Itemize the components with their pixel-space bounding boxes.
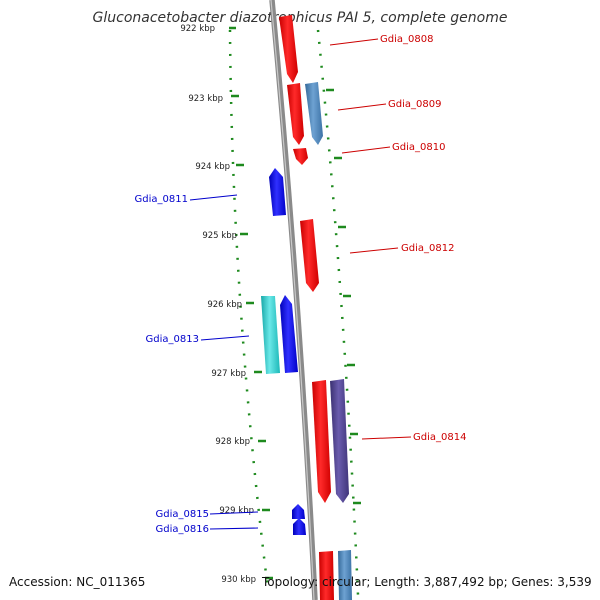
gene-gdia-0814[interactable]: [312, 380, 331, 503]
label-gdia-0808[interactable]: Gdia_0808: [380, 34, 433, 45]
genome-summary: Topology: circular; Length: 3,887,492 bp…: [262, 575, 592, 589]
label-gdia-0811[interactable]: Gdia_0811: [135, 194, 188, 205]
label-gdia-0814[interactable]: Gdia_0814: [413, 432, 466, 443]
gene-gdia-0811[interactable]: [269, 168, 286, 216]
accession-label: Accession: NC_011365: [9, 575, 146, 589]
label-gdia-0816[interactable]: Gdia_0816: [156, 524, 209, 535]
gene-gdia-0812[interactable]: [300, 219, 319, 292]
gene-gdia-0815[interactable]: [292, 504, 305, 519]
kbp-label-922: 922 kbp: [180, 24, 215, 34]
label-gdia-0812[interactable]: Gdia_0812: [401, 243, 454, 254]
label-gdia-0813[interactable]: Gdia_0813: [146, 334, 199, 345]
label-gdia-0810[interactable]: Gdia_0810: [392, 142, 445, 153]
gene-gdia-0813[interactable]: [280, 295, 298, 373]
reverse-leader-lines: [189, 194, 259, 530]
major-ticks: [229, 26, 361, 580]
forward-leader-lines: [329, 38, 412, 440]
kbp-label-926: 926 kbp: [207, 300, 242, 310]
gene-gdia-0814-paired[interactable]: [330, 379, 349, 503]
gene-gdia-0813-cyan[interactable]: [261, 296, 280, 374]
gene-gdia-0808[interactable]: [279, 15, 298, 83]
label-gdia-0815[interactable]: Gdia_0815: [156, 509, 209, 520]
kbp-label-923: 923 kbp: [188, 94, 223, 104]
gene-bottom-red[interactable]: [319, 551, 334, 600]
kbp-label-927: 927 kbp: [211, 369, 246, 379]
kbp-label-924: 924 kbp: [195, 162, 230, 172]
kbp-label-929: 929 kbp: [219, 506, 254, 516]
gene-gdia-0809-paired[interactable]: [305, 82, 323, 145]
label-gdia-0809[interactable]: Gdia_0809: [388, 99, 441, 110]
gene-gdia-0810[interactable]: [293, 148, 308, 165]
gene-gdia-0816[interactable]: [293, 518, 306, 535]
kbp-label-925: 925 kbp: [202, 231, 237, 241]
kbp-label-930: 930 kbp: [221, 575, 256, 585]
kbp-label-928: 928 kbp: [215, 437, 250, 447]
gene-bottom-steel[interactable]: [338, 550, 352, 600]
outer-tick-ring: [316, 29, 360, 596]
inner-tick-ring: [228, 29, 270, 591]
map-title: Gluconacetobacter diazotrophicus PAI 5, …: [92, 10, 508, 26]
gene-gdia-0809[interactable]: [287, 83, 304, 145]
genome-backbone: [269, 0, 318, 600]
